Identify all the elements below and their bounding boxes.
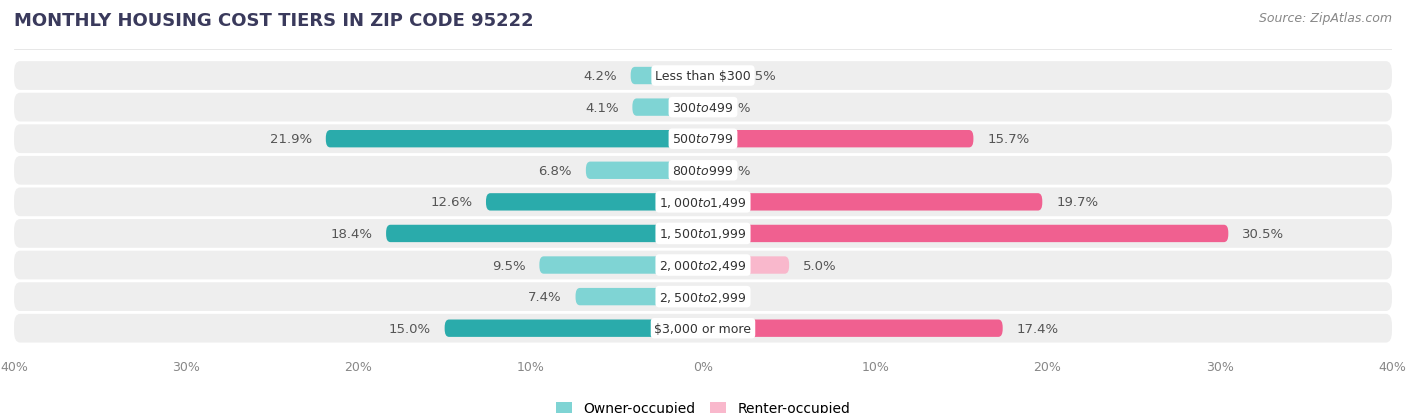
FancyBboxPatch shape [586, 162, 703, 180]
FancyBboxPatch shape [631, 68, 703, 85]
Text: $800 to $999: $800 to $999 [672, 164, 734, 177]
Text: 4.1%: 4.1% [585, 101, 619, 114]
Text: $500 to $799: $500 to $799 [672, 133, 734, 146]
Text: 1.5%: 1.5% [742, 70, 776, 83]
Text: Less than $300: Less than $300 [655, 70, 751, 83]
FancyBboxPatch shape [444, 320, 703, 337]
FancyBboxPatch shape [387, 225, 703, 242]
FancyBboxPatch shape [14, 188, 1392, 217]
Text: 5.0%: 5.0% [803, 259, 837, 272]
Text: $3,000 or more: $3,000 or more [655, 322, 751, 335]
Text: 6.8%: 6.8% [538, 164, 572, 177]
FancyBboxPatch shape [14, 93, 1392, 122]
Text: 12.6%: 12.6% [430, 196, 472, 209]
FancyBboxPatch shape [540, 257, 703, 274]
FancyBboxPatch shape [14, 157, 1392, 185]
FancyBboxPatch shape [703, 257, 789, 274]
FancyBboxPatch shape [703, 320, 1002, 337]
FancyBboxPatch shape [14, 125, 1392, 154]
FancyBboxPatch shape [486, 194, 703, 211]
Text: $2,000 to $2,499: $2,000 to $2,499 [659, 259, 747, 272]
Text: 7.4%: 7.4% [529, 290, 562, 304]
Text: $1,000 to $1,499: $1,000 to $1,499 [659, 195, 747, 209]
FancyBboxPatch shape [14, 251, 1392, 280]
Text: $300 to $499: $300 to $499 [672, 101, 734, 114]
Text: 30.5%: 30.5% [1241, 228, 1284, 240]
Legend: Owner-occupied, Renter-occupied: Owner-occupied, Renter-occupied [555, 401, 851, 413]
Text: Source: ZipAtlas.com: Source: ZipAtlas.com [1258, 12, 1392, 25]
Text: 9.5%: 9.5% [492, 259, 526, 272]
Text: 15.0%: 15.0% [388, 322, 430, 335]
Text: MONTHLY HOUSING COST TIERS IN ZIP CODE 95222: MONTHLY HOUSING COST TIERS IN ZIP CODE 9… [14, 12, 534, 30]
Text: 4.2%: 4.2% [583, 70, 617, 83]
Text: 0.0%: 0.0% [717, 290, 751, 304]
FancyBboxPatch shape [14, 282, 1392, 311]
FancyBboxPatch shape [703, 131, 973, 148]
Text: 17.4%: 17.4% [1017, 322, 1059, 335]
FancyBboxPatch shape [575, 288, 703, 306]
FancyBboxPatch shape [703, 68, 728, 85]
FancyBboxPatch shape [703, 194, 1042, 211]
FancyBboxPatch shape [14, 62, 1392, 91]
Text: 18.4%: 18.4% [330, 228, 373, 240]
FancyBboxPatch shape [14, 220, 1392, 248]
Text: 0.0%: 0.0% [717, 101, 751, 114]
Text: $2,500 to $2,999: $2,500 to $2,999 [659, 290, 747, 304]
FancyBboxPatch shape [703, 225, 1229, 242]
FancyBboxPatch shape [326, 131, 703, 148]
Text: 21.9%: 21.9% [270, 133, 312, 146]
Text: 15.7%: 15.7% [987, 133, 1029, 146]
FancyBboxPatch shape [633, 99, 703, 116]
Text: 0.0%: 0.0% [717, 164, 751, 177]
Text: 19.7%: 19.7% [1056, 196, 1098, 209]
Text: $1,500 to $1,999: $1,500 to $1,999 [659, 227, 747, 241]
FancyBboxPatch shape [14, 314, 1392, 343]
